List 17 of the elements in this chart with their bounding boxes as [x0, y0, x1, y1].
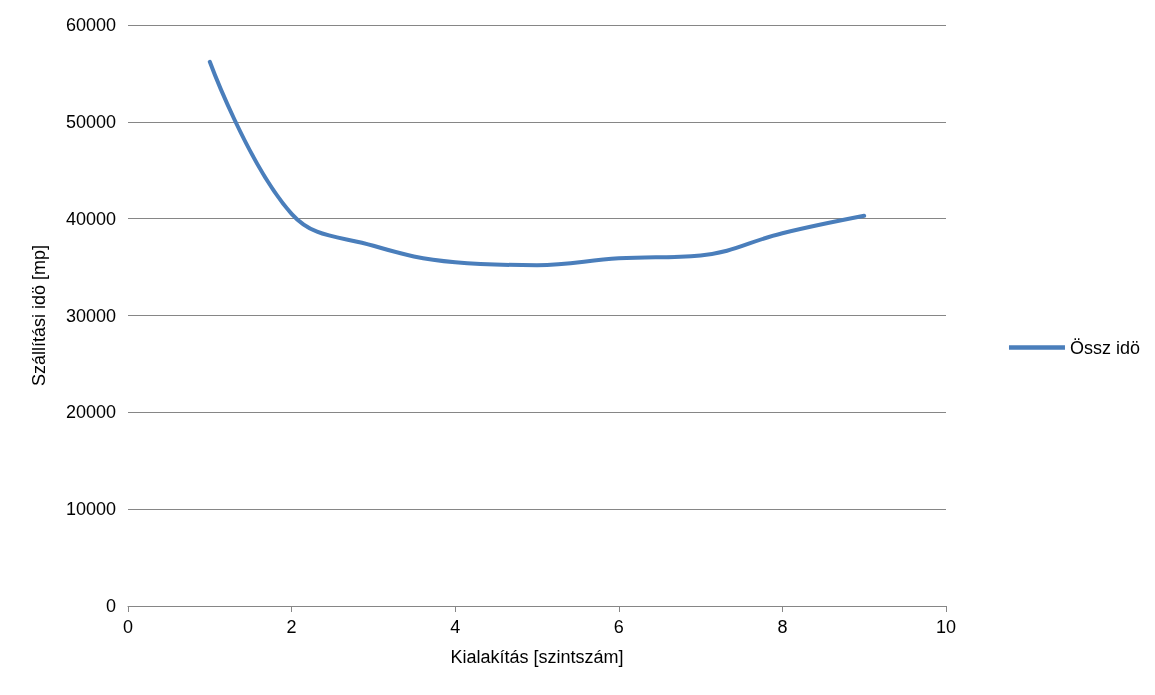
legend-label: Össz idö [1069, 337, 1141, 358]
y-tick-label: 30000 [65, 305, 116, 326]
x-tick-label: 6 [613, 617, 624, 637]
x-axis-title: Kialakítás [szintszám] [450, 647, 624, 667]
y-tick-label: 0 [105, 596, 116, 616]
x-tick-label: 4 [450, 617, 461, 637]
x-tick-label: 2 [286, 617, 297, 637]
y-axis-title: Szállítási idö [mp] [29, 244, 49, 387]
x-tick-label: 10 [935, 617, 957, 637]
y-tick-label: 10000 [65, 499, 116, 520]
line-series [207, 59, 867, 268]
y-tick-label: 40000 [65, 208, 116, 229]
y-tick-label: 20000 [65, 402, 116, 423]
x-tick-label: 8 [777, 617, 788, 637]
x-tick-label: 0 [122, 617, 134, 637]
y-tick-label: 50000 [65, 111, 116, 132]
y-tick-label: 60000 [65, 15, 116, 35]
